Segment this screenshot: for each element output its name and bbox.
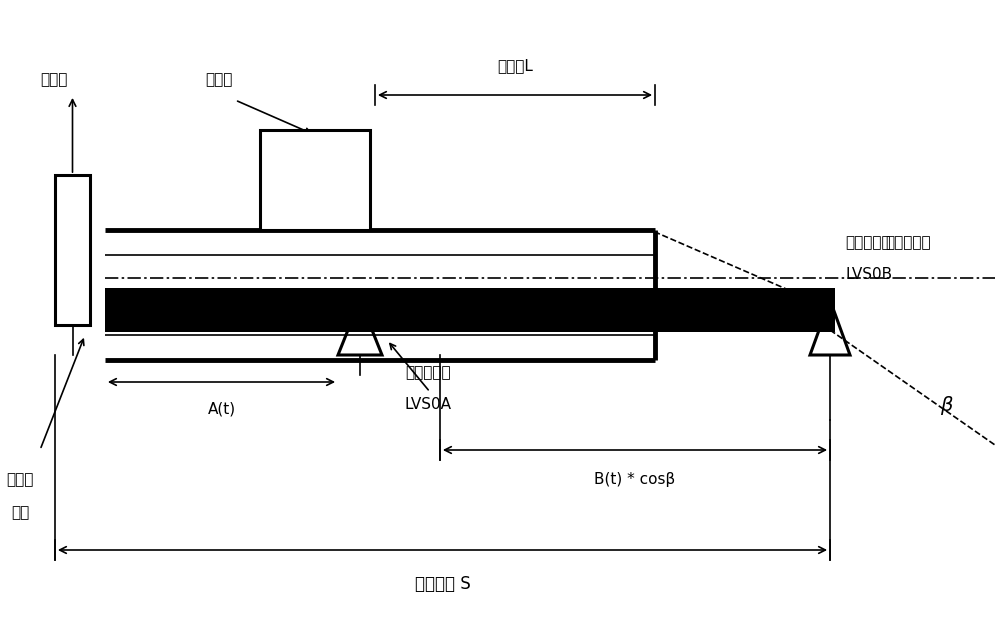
Bar <box>260 130 370 230</box>
Text: LVS0A: LVS0A <box>405 397 452 412</box>
Text: 测速传感器: 测速传感器 <box>845 235 891 250</box>
Text: 铸机区: 铸机区 <box>40 72 67 87</box>
Text: β: β <box>940 396 952 415</box>
Text: 铸坯长L: 铸坯长L <box>497 58 533 73</box>
Bar <box>55 175 90 325</box>
Text: LVS0B: LVS0B <box>845 267 892 282</box>
Text: 标准板: 标准板 <box>6 472 34 487</box>
Text: 铸机中心线: 铸机中心线 <box>885 235 931 250</box>
Bar <box>105 288 835 332</box>
Text: 固定: 固定 <box>11 505 29 520</box>
Text: 标准距离 S: 标准距离 S <box>415 575 470 593</box>
Text: 切割机: 切割机 <box>205 72 232 87</box>
Text: 测速传感器: 测速传感器 <box>405 365 451 380</box>
Text: B(t) * cosβ: B(t) * cosβ <box>594 472 676 487</box>
Text: A(t): A(t) <box>207 402 236 417</box>
